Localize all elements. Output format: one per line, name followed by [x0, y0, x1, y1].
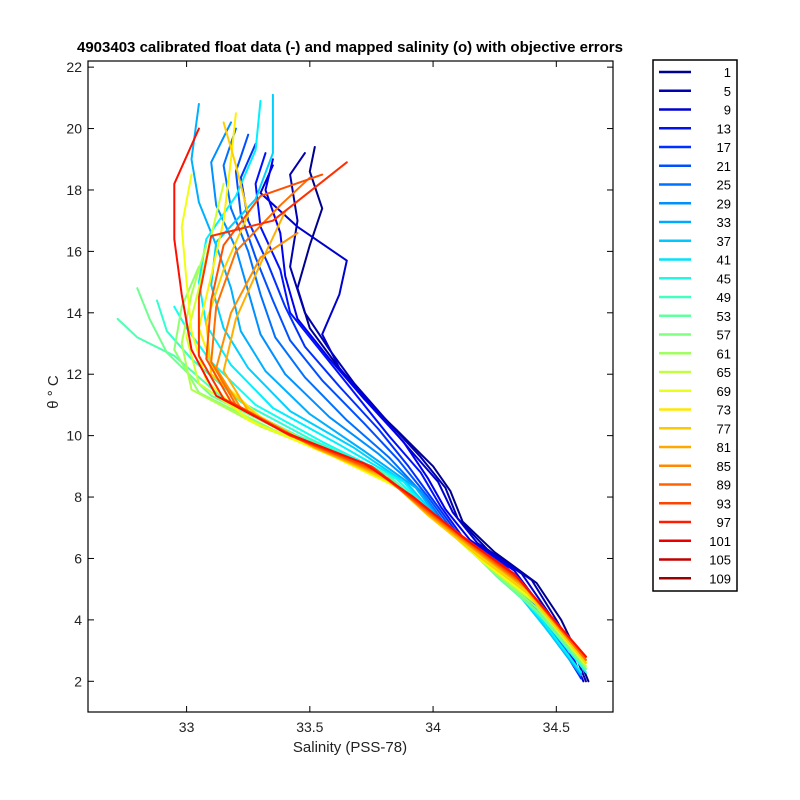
- legend-label: 89: [717, 478, 731, 493]
- y-tick-label: 10: [66, 428, 82, 444]
- y-tick-label: 16: [66, 243, 82, 259]
- y-tick-label: 8: [74, 489, 82, 505]
- legend-label: 109: [709, 571, 731, 586]
- y-tick-label: 22: [66, 59, 82, 75]
- legend-label: 61: [717, 346, 731, 361]
- legend-label: 57: [717, 328, 731, 343]
- series-line-77: [180, 173, 587, 664]
- legend-label: 65: [717, 365, 731, 380]
- legend-label: 49: [717, 290, 731, 305]
- legend-label: 93: [717, 496, 731, 511]
- legend-label: 37: [717, 234, 731, 249]
- legend-label: 1: [724, 65, 731, 80]
- legend-label: 69: [717, 384, 731, 399]
- y-tick-label: 18: [66, 182, 82, 198]
- y-tick-label: 4: [74, 612, 82, 628]
- plot-frame: [87, 60, 614, 713]
- legend: 1 5 9 13 17 21 25 29 33 37 41 45 49 53 57 61 65 69 73 77 81 8…: [652, 59, 738, 592]
- y-tick-label: 12: [66, 366, 82, 382]
- legend-label: 41: [717, 253, 731, 268]
- legend-label: 33: [717, 215, 731, 230]
- y-tick-label: 6: [74, 550, 82, 566]
- legend-label: 45: [717, 271, 731, 286]
- x-axis-label: Salinity (PSS-78): [293, 739, 407, 756]
- plot-area: [88, 61, 613, 712]
- legend-label: 105: [709, 553, 731, 568]
- x-tick-label: 34: [425, 719, 441, 735]
- legend-label: 17: [717, 140, 731, 155]
- legend-label: 9: [724, 103, 731, 118]
- x-tick-label: 34.5: [543, 719, 570, 735]
- legend-label: 25: [717, 178, 731, 193]
- y-tick-label: 20: [66, 121, 82, 137]
- legend-label: 13: [717, 121, 731, 136]
- series-line-5: [289, 152, 587, 683]
- legend-label: 97: [717, 515, 731, 530]
- chart-title: 4903403 calibrated float data (-) and ma…: [77, 39, 623, 56]
- y-tick-label: 2: [74, 673, 82, 689]
- legend-label: 53: [717, 309, 731, 324]
- axes: 33 33.5 34 34.5 2 4 6 8 10 12 14 16 18 20 22: [66, 59, 614, 735]
- series-group: [116, 93, 590, 683]
- series-line-109: [173, 127, 587, 658]
- legend-label: 29: [717, 196, 731, 211]
- legend-label: 77: [717, 421, 731, 436]
- legend-label: 73: [717, 403, 731, 418]
- x-tick-label: 33: [179, 719, 195, 735]
- legend-label: 85: [717, 459, 731, 474]
- legend-label: 5: [724, 84, 731, 99]
- legend-label: 81: [717, 440, 731, 455]
- y-tick-label: 14: [66, 305, 82, 321]
- legend-label: 21: [717, 159, 731, 174]
- y-axis-label: θ ° C: [45, 375, 62, 409]
- legend-label: 101: [709, 534, 731, 549]
- x-tick-label: 33.5: [296, 719, 323, 735]
